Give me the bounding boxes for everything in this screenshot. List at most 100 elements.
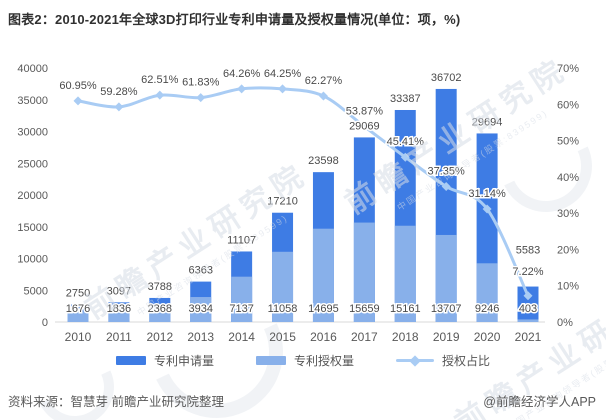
- legend-swatch-application-icon: [115, 356, 146, 365]
- right-axis-tick-label: 10%: [557, 281, 579, 293]
- legend-label-ratio: 授权占比: [442, 354, 491, 368]
- grant-ratio-marker-icon: [400, 152, 410, 162]
- left-axis-tick-label: 0: [42, 317, 48, 329]
- grant-ratio-marker-icon: [318, 91, 328, 101]
- application-value-label: 36702: [431, 72, 462, 84]
- grant-ratio-marker-icon: [237, 84, 247, 94]
- grant-value-label: 15161: [390, 303, 421, 315]
- grant-ratio-marker-icon: [155, 90, 165, 100]
- ratio-value-label: 7.22%: [512, 266, 543, 278]
- ratio-value-label: 59.28%: [100, 86, 138, 98]
- legend-swatch-grant-icon: [255, 356, 286, 365]
- x-axis-year-label: 2019: [433, 330, 460, 344]
- grant-value-label: 403: [519, 303, 537, 315]
- grant-ratio-marker-icon: [114, 102, 124, 112]
- legend: 专利申请量 专利授权量 授权占比: [0, 352, 606, 369]
- ratio-value-label: 60.95%: [59, 80, 97, 92]
- x-axis-year-label: 2016: [310, 330, 337, 344]
- left-axis-tick-label: 5000: [24, 285, 48, 297]
- figure-title: 图表2：2010-2021年全球3D打印行业专利申请量及授权量情况(单位：项，%…: [8, 12, 461, 27]
- application-value-label: 3788: [148, 281, 172, 293]
- ratio-value-label: 37.35%: [428, 165, 466, 177]
- ratio-value-label: 62.27%: [305, 75, 343, 87]
- bar-patent-grant: [190, 297, 212, 322]
- grant-value-label: 1836: [107, 303, 131, 315]
- footer: 资料来源：智慧芽 前瞻产业研究院整理 @前瞻经济学人APP: [0, 391, 606, 410]
- right-axis-tick-label: 40%: [557, 172, 579, 184]
- application-value-label: 29694: [472, 116, 503, 128]
- bar-patent-grant: [312, 228, 334, 322]
- grant-value-label: 13707: [431, 303, 462, 315]
- application-value-label: 33387: [390, 93, 421, 105]
- bar-patent-grant: [435, 234, 457, 322]
- bar-patent-grant: [231, 276, 253, 322]
- legend-item-application: 专利申请量: [115, 352, 214, 369]
- left-axis-tick-label: 10000: [17, 254, 48, 266]
- left-axis-tick-label: 15000: [17, 222, 48, 234]
- grant-value-label: 9246: [475, 303, 499, 315]
- x-axis-year-label: 2021: [515, 330, 542, 344]
- right-axis-tick-label: 50%: [557, 136, 579, 148]
- grant-value-label: 1676: [66, 303, 90, 315]
- grant-value-label: 14695: [308, 303, 339, 315]
- application-value-label: 2750: [66, 288, 90, 300]
- left-axis-tick-label: 35000: [17, 95, 48, 107]
- legend-label-grant: 专利授权量: [293, 354, 354, 368]
- grant-ratio-line: [76, 86, 530, 298]
- application-value-label: 5583: [516, 245, 540, 257]
- x-axis-year-label: 2020: [474, 330, 501, 344]
- bar-patent-grant: [149, 306, 171, 322]
- application-value-label: 29069: [349, 120, 380, 132]
- grant-ratio-marker-icon: [278, 84, 288, 94]
- right-axis-tick-label: 0%: [557, 317, 573, 329]
- ratio-value-label: 45.41%: [387, 136, 425, 148]
- grant-value-label: 15659: [349, 303, 380, 315]
- bar-patent-grant: [272, 251, 294, 322]
- legend-item-grant: 专利授权量: [255, 352, 354, 369]
- right-axis-tick-label: 20%: [557, 244, 579, 256]
- bar-patent-grant: [353, 222, 375, 322]
- right-axis-tick-label: 60%: [557, 99, 579, 111]
- right-axis-tick-label: 30%: [557, 208, 579, 220]
- right-axis-tick-label: 70%: [557, 63, 579, 75]
- bar-patent-grant: [517, 319, 539, 322]
- left-axis-tick-label: 40000: [17, 63, 48, 75]
- grant-value-label: 11058: [268, 303, 298, 315]
- credit-note: @前瞻经济学人APP: [483, 395, 596, 409]
- bar-patent-application: [517, 286, 539, 322]
- application-value-label: 23598: [308, 155, 339, 167]
- ratio-value-label: 62.51%: [141, 74, 179, 86]
- grant-ratio-marker-icon: [196, 93, 206, 103]
- grant-ratio-marker-icon: [359, 122, 369, 132]
- application-value-label: 6363: [188, 265, 212, 277]
- legend-item-ratio: 授权占比: [396, 352, 490, 369]
- x-axis-year-label: 2013: [187, 330, 214, 344]
- legend-label-application: 专利申请量: [153, 354, 214, 368]
- x-axis-year-label: 2018: [392, 330, 419, 344]
- ratio-value-label: 31.14%: [468, 188, 506, 200]
- left-axis-tick-label: 20000: [17, 190, 48, 202]
- ratio-value-label: 53.87%: [346, 106, 384, 118]
- application-value-label: 11107: [227, 234, 256, 246]
- x-axis-year-label: 2015: [269, 330, 296, 344]
- x-axis-year-label: 2017: [351, 330, 378, 344]
- x-axis-year-label: 2012: [146, 330, 173, 344]
- grant-value-label: 2368: [148, 303, 172, 315]
- left-axis-tick-label: 30000: [17, 127, 48, 139]
- bar-patent-grant: [476, 263, 498, 322]
- bar-patent-grant: [394, 225, 416, 322]
- legend-line-marker-icon: [396, 354, 434, 367]
- bar-patent-grant: [67, 311, 89, 322]
- ratio-value-label: 64.26%: [223, 68, 261, 80]
- grant-ratio-marker-icon: [441, 181, 451, 191]
- ratio-value-label: 64.25%: [264, 68, 302, 80]
- grant-ratio-marker-icon: [482, 204, 492, 214]
- left-axis-tick-label: 25000: [17, 158, 48, 170]
- x-axis-year-label: 2011: [106, 330, 132, 344]
- ratio-value-label: 61.83%: [182, 77, 220, 89]
- application-value-label: 3097: [107, 285, 131, 297]
- bar-patent-grant: [108, 310, 130, 322]
- source-note: 资料来源：智慧芽 前瞻产业研究院整理: [8, 395, 224, 409]
